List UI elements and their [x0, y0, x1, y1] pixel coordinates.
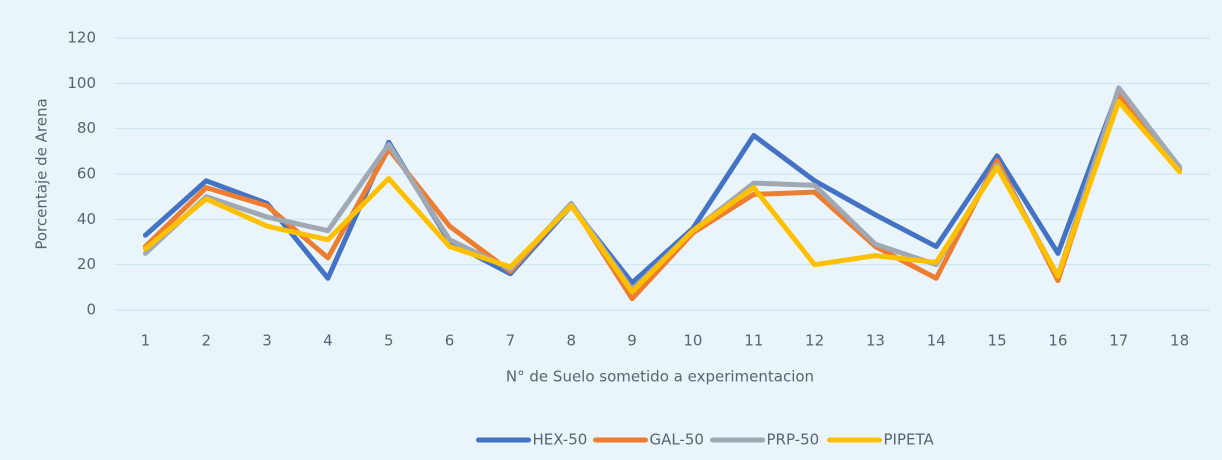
y-tick-label: 120 — [67, 29, 96, 47]
y-tick-label: 40 — [77, 210, 96, 228]
x-tick-label: 15 — [988, 332, 1007, 350]
x-tick-label: 11 — [744, 332, 763, 350]
x-tick-label: 13 — [866, 332, 885, 350]
x-axis-label: N° de Suelo sometido a experimentacion — [506, 368, 814, 386]
x-tick-label: 16 — [1048, 332, 1067, 350]
legend-label: PIPETA — [884, 431, 935, 449]
x-tick-label: 8 — [566, 332, 576, 350]
y-tick-label: 20 — [77, 255, 96, 273]
x-tick-label: 7 — [506, 332, 516, 350]
x-tick-label: 2 — [201, 332, 211, 350]
legend-label: PRP-50 — [767, 431, 820, 449]
x-tick-label: 1 — [141, 332, 151, 350]
x-tick-label: 9 — [627, 332, 637, 350]
x-tick-label: 17 — [1109, 332, 1128, 350]
y-tick-label: 60 — [77, 165, 96, 183]
series-line — [142, 98, 1183, 295]
y-tick-label: 0 — [86, 301, 96, 319]
legend-label: GAL-50 — [650, 431, 704, 449]
x-tick-label: 4 — [323, 332, 333, 350]
x-tick-label: 5 — [384, 332, 394, 350]
x-tick-label: 6 — [445, 332, 455, 350]
y-axis-label: Porcentaje de Arena — [33, 98, 51, 249]
x-tick-label: 14 — [927, 332, 946, 350]
x-tick-label: 18 — [1170, 332, 1189, 350]
legend-label: HEX-50 — [533, 431, 588, 449]
series-line — [142, 87, 1183, 286]
x-tick-label: 3 — [262, 332, 272, 350]
y-tick-label: 80 — [77, 119, 96, 137]
y-tick-label: 100 — [67, 74, 96, 92]
x-tick-label: 12 — [805, 332, 824, 350]
x-tick-label: 10 — [683, 332, 702, 350]
